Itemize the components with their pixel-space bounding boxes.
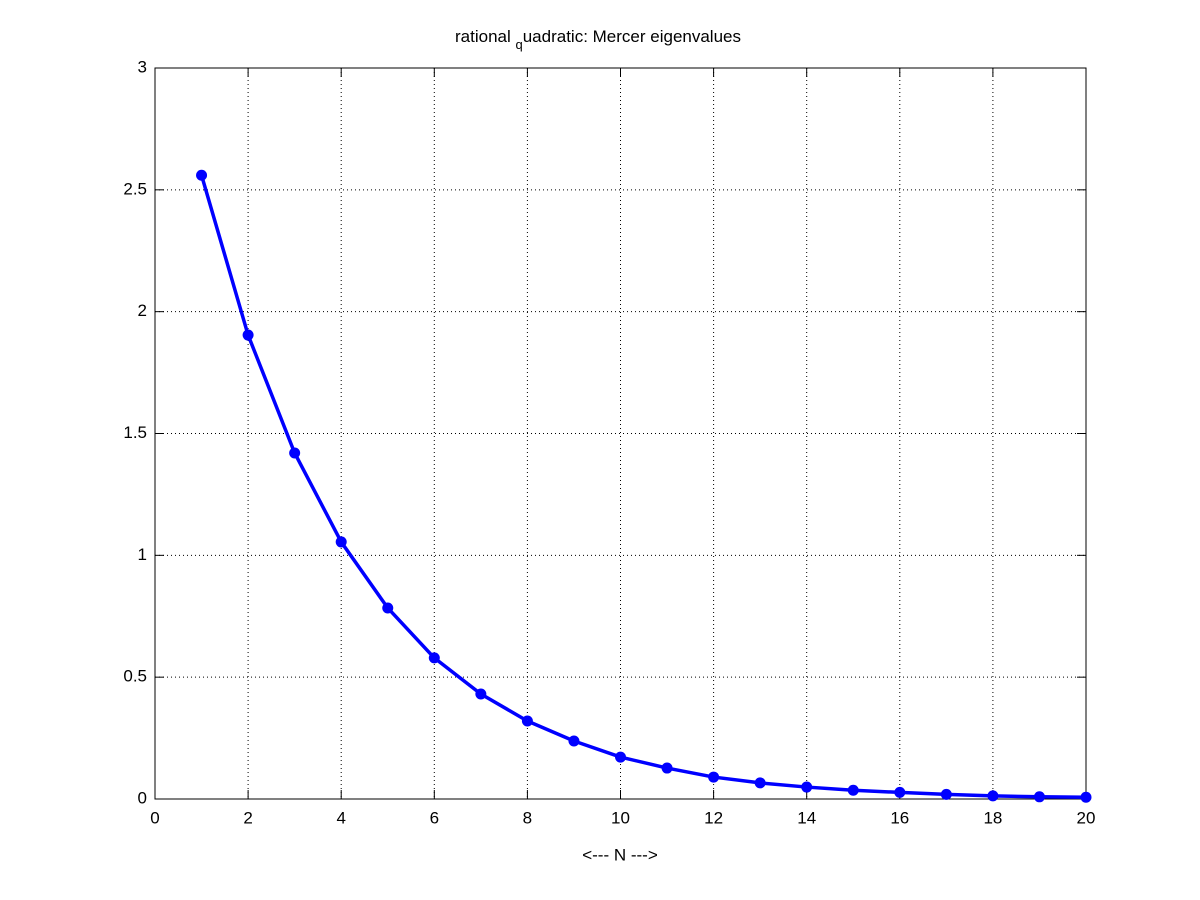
data-point xyxy=(1033,791,1045,803)
y-tick-label: 2.5 xyxy=(123,179,147,198)
data-point xyxy=(801,781,813,793)
x-tick-label: 4 xyxy=(336,808,345,827)
data-point xyxy=(335,536,347,548)
y-tick-label: 0.5 xyxy=(123,667,147,686)
chart-title: rational quadratic: Mercer eigenvalues xyxy=(455,27,741,52)
x-tick-label: 18 xyxy=(983,808,1002,827)
x-axis-label: <--- N ---> xyxy=(582,845,658,864)
title-subscript: q xyxy=(515,37,522,52)
data-point xyxy=(428,652,440,664)
y-tick-label: 1 xyxy=(138,545,147,564)
data-point xyxy=(847,784,859,796)
x-tick-label: 6 xyxy=(430,808,439,827)
x-tick-label: 2 xyxy=(243,808,252,827)
data-point xyxy=(289,447,301,459)
data-point xyxy=(521,715,533,727)
y-tick-label: 1.5 xyxy=(123,423,147,442)
data-point xyxy=(987,790,999,802)
data-point xyxy=(568,735,580,747)
data-point xyxy=(894,786,906,798)
x-tick-label: 12 xyxy=(704,808,723,827)
data-point xyxy=(1080,791,1092,803)
data-point xyxy=(242,329,254,341)
x-tick-label: 16 xyxy=(890,808,909,827)
x-tick-label: 8 xyxy=(523,808,532,827)
plot-frame xyxy=(154,67,1087,800)
data-point xyxy=(382,602,394,614)
x-tick-label: 14 xyxy=(797,808,816,827)
y-tick-label: 0 xyxy=(138,788,147,807)
data-point xyxy=(708,771,720,783)
y-tick-label: 2 xyxy=(138,301,147,320)
title-part: uadratic: Mercer eigenvalues xyxy=(523,27,741,46)
x-tick-label: 10 xyxy=(611,808,630,827)
data-point xyxy=(615,751,626,763)
data-point xyxy=(475,688,487,700)
x-tick-label: 20 xyxy=(1077,808,1096,827)
data-point xyxy=(940,788,952,800)
y-tick-label: 3 xyxy=(138,57,147,76)
data-point xyxy=(754,777,766,789)
title-part: rational xyxy=(455,27,515,46)
data-point xyxy=(196,169,208,181)
data-point xyxy=(661,762,673,774)
x-tick-label: 0 xyxy=(150,808,159,827)
data-line xyxy=(199,174,1087,800)
